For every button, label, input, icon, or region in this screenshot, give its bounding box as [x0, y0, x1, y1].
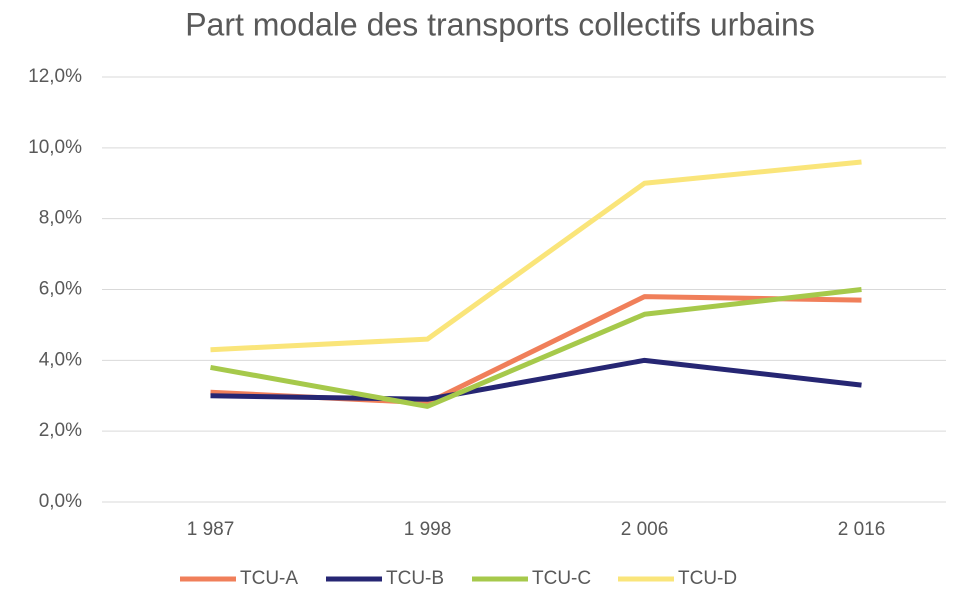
y-tick-label: 2,0%: [39, 420, 82, 441]
y-tick-label: 0,0%: [39, 491, 82, 512]
y-tick-label: 8,0%: [39, 208, 82, 229]
series-line: [210, 159, 862, 353]
chart-title: Part modale des transports collectifs ur…: [185, 6, 815, 42]
y-tick-label: 12,0%: [28, 66, 82, 87]
legend-label: TCU-C: [532, 568, 591, 589]
legend-label: TCU-B: [386, 568, 444, 589]
series-line: [210, 357, 862, 402]
y-tick-label: 4,0%: [39, 349, 82, 370]
x-tick-label: 1 998: [404, 519, 452, 540]
y-tick-label: 6,0%: [39, 279, 82, 300]
series-line: [210, 287, 862, 409]
legend-label: TCU-A: [240, 568, 298, 589]
legend-label: TCU-D: [678, 568, 737, 589]
x-tick-label: 2 006: [621, 519, 669, 540]
x-tick-label: 1 987: [187, 519, 235, 540]
x-tick-label: 2 016: [838, 519, 886, 540]
y-tick-label: 10,0%: [28, 137, 82, 158]
